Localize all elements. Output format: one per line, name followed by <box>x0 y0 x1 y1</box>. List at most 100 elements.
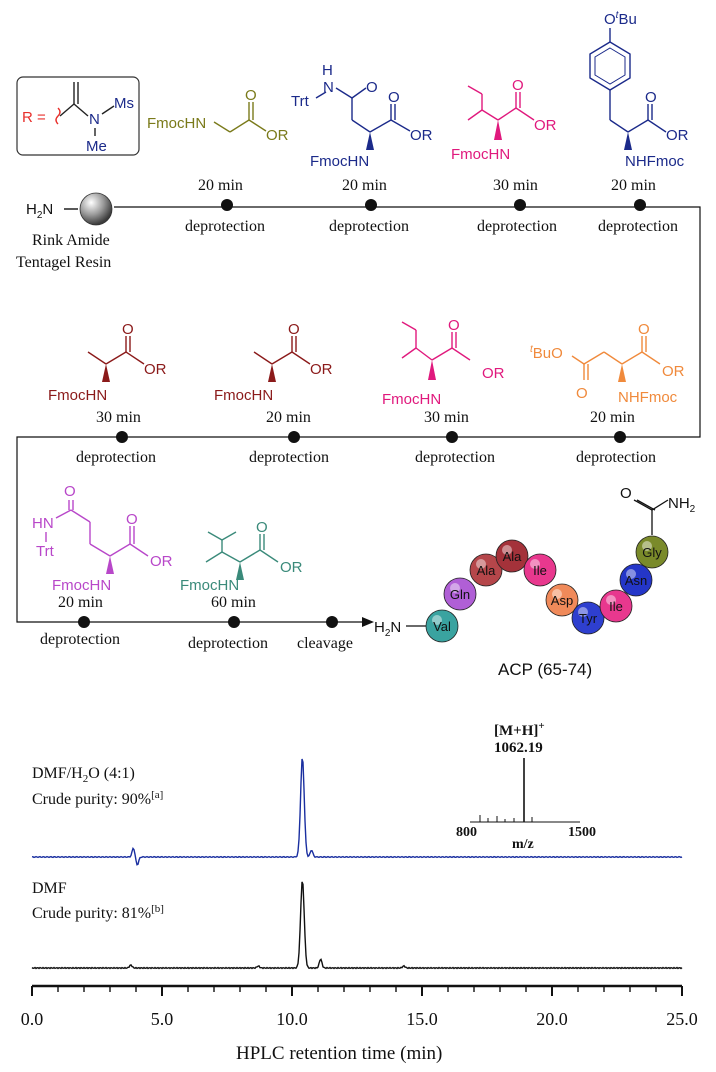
trace-dmf-h2o <box>31 758 683 866</box>
step-node <box>228 616 240 628</box>
asn-h: H <box>322 62 333 79</box>
flow-path <box>16 206 701 627</box>
step-time: 30 min <box>96 409 141 426</box>
molecule-asn: H N Trt O O OR FmocHN <box>291 62 433 170</box>
peptide-bead-highlight <box>606 595 616 605</box>
tyr-nhfmoc: NHFmoc <box>625 153 685 170</box>
tyr-o-co: O <box>645 89 657 106</box>
row2-steps: 30 min deprotection 20 min deprotection … <box>76 409 656 466</box>
step-label: deprotection <box>415 449 495 466</box>
step-node <box>365 199 377 211</box>
peptide-name: ACP (65-74) <box>498 660 592 679</box>
ms-inset: [M+H]+ 1062.19 800 1500 m/z <box>456 720 596 852</box>
ala2-o: O <box>288 321 300 338</box>
molecule-gln: O HN Trt O OR FmocHN <box>32 483 173 594</box>
resin-bead <box>79 192 113 226</box>
gln-or: OR <box>150 553 173 570</box>
molecule-ile-1: O OR FmocHN <box>451 77 557 163</box>
peptide-bead-label: Ile <box>533 563 547 578</box>
asn-o-side: O <box>366 79 378 96</box>
peptide-bead <box>523 553 557 587</box>
x-axis-tick-label: 20.0 <box>536 1009 568 1029</box>
molecule-gly: FmocHN O OR <box>147 87 289 144</box>
x-axis-tick-label: 25.0 <box>666 1009 698 1029</box>
peptide-bead <box>443 577 477 611</box>
peptide-bead-highlight <box>626 569 636 579</box>
gly-o: O <box>245 87 257 104</box>
step-node <box>614 431 626 443</box>
peptide-bead-label: Gln <box>450 587 470 602</box>
peptide-bead-label: Ala <box>503 549 523 564</box>
ile2-o: O <box>448 317 460 334</box>
peptide-bead-label: Asp <box>551 593 573 608</box>
step-label: deprotection <box>598 218 678 235</box>
step-time: 20 min <box>198 177 243 194</box>
peptide-bead-label: Ala <box>477 563 497 578</box>
hplc-chart: DMF/H2O (4:1) Crude purity: 90%[a] DMF C… <box>21 720 698 1064</box>
step-time: 20 min <box>590 409 635 426</box>
step-label: deprotection <box>40 631 120 648</box>
ms-xlabel: m/z <box>512 837 534 852</box>
step-label: deprotection <box>576 449 656 466</box>
peptide-bead <box>619 563 653 597</box>
ms-value: 1062.19 <box>494 740 543 756</box>
step-node <box>634 199 646 211</box>
peptide-bead-highlight <box>432 615 442 625</box>
val-fmochn: FmocHN <box>180 577 239 594</box>
ile2-fmochn: FmocHN <box>382 391 441 408</box>
peptide-h2n: H2N <box>374 619 401 639</box>
x-axis-tick-label: 0.0 <box>21 1009 44 1029</box>
step-label: deprotection <box>477 218 557 235</box>
ala2-fmochn: FmocHN <box>214 387 273 404</box>
resin-h2n-h: H <box>26 201 37 218</box>
peptide-bead-highlight <box>642 541 652 551</box>
peptide-bead-label: Asn <box>625 573 647 588</box>
asp-or: OR <box>662 363 685 380</box>
gln-o-side: O <box>64 483 76 500</box>
asn-n: N <box>323 79 334 96</box>
peptide-bead-highlight <box>502 545 512 555</box>
peptide-bead-label: Tyr <box>579 611 598 626</box>
step-label: cleavage <box>297 635 353 652</box>
ala1-or: OR <box>144 361 167 378</box>
x-axis-ticks: 0.0 5.0 10.0 15.0 20.0 25.0 <box>21 986 698 1029</box>
peptide-bead-highlight <box>578 607 588 617</box>
tyr-or: OR <box>666 127 689 144</box>
r-group-me: Me <box>86 138 107 155</box>
ala1-fmochn: FmocHN <box>48 387 107 404</box>
step-time: 20 min <box>611 177 656 194</box>
resin-label-2: Tentagel Resin <box>16 254 111 271</box>
peptide-bead <box>425 609 459 643</box>
peptide-bead <box>599 589 633 623</box>
asn-trt: Trt <box>291 93 310 110</box>
step-label: deprotection <box>249 449 329 466</box>
ile1-fmochn: FmocHN <box>451 146 510 163</box>
step-label: deprotection <box>188 635 268 652</box>
step-time: 30 min <box>424 409 469 426</box>
peptide-bead <box>635 535 669 569</box>
peptide-bead-highlight <box>450 583 460 593</box>
step-label: deprotection <box>185 218 265 235</box>
step-time: 20 min <box>342 177 387 194</box>
peptide-bead-label: Ile <box>609 599 623 614</box>
trace-dmf <box>31 881 683 970</box>
asp-nhfmoc: NHFmoc <box>618 389 678 406</box>
peptide-bead-label: Gly <box>642 545 662 560</box>
row1-steps: 20 min deprotection 20 min deprotection … <box>185 177 678 235</box>
x-axis-tick-label: 5.0 <box>151 1009 174 1029</box>
ms-xmin: 800 <box>456 825 477 840</box>
gln-hn: HN <box>32 515 54 532</box>
step-time: 20 min <box>58 594 103 611</box>
gly-fmochn: FmocHN <box>147 115 206 132</box>
step-time: 60 min <box>211 594 256 611</box>
asp-o1: O <box>576 385 588 402</box>
gln-fmochn: FmocHN <box>52 577 111 594</box>
row3-steps: 20 min deprotection 60 min deprotection … <box>40 594 353 652</box>
asn-o: O <box>388 89 400 106</box>
gln-trt: Trt <box>36 543 55 560</box>
peptide-nh2: NH2 <box>668 495 696 515</box>
r-group-ms: Ms <box>114 95 134 112</box>
ile1-or: OR <box>534 117 557 134</box>
